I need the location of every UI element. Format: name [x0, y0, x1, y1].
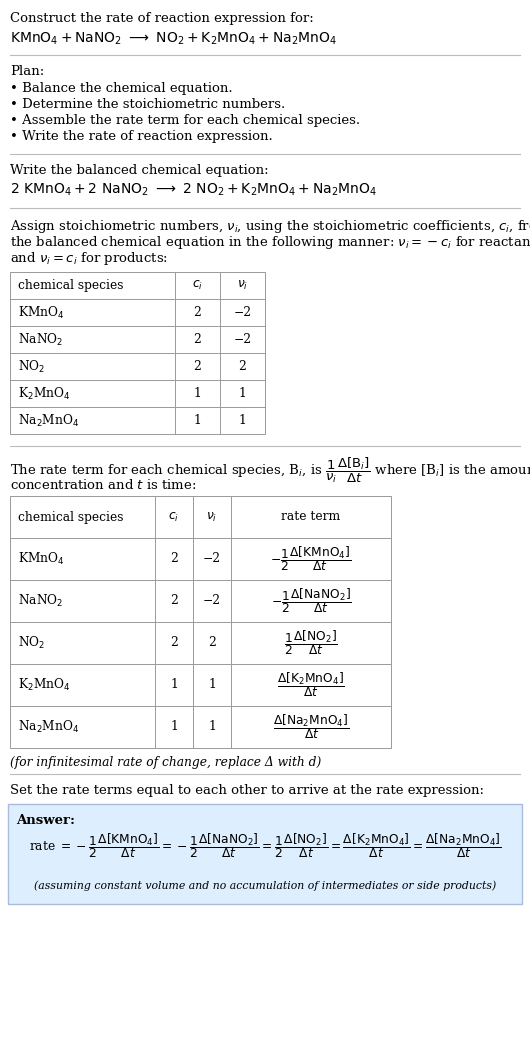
- Text: Plan:: Plan:: [10, 65, 44, 78]
- Text: NaNO$_2$: NaNO$_2$: [18, 332, 64, 347]
- Text: 2: 2: [193, 306, 201, 319]
- Text: 2: 2: [193, 360, 201, 373]
- Text: and $\nu_i = c_i$ for products:: and $\nu_i = c_i$ for products:: [10, 250, 168, 267]
- Text: K$_2$MnO$_4$: K$_2$MnO$_4$: [18, 677, 70, 693]
- Text: NaNO$_2$: NaNO$_2$: [18, 593, 64, 609]
- Text: K$_2$MnO$_4$: K$_2$MnO$_4$: [18, 385, 70, 402]
- Text: Na$_2$MnO$_4$: Na$_2$MnO$_4$: [18, 719, 80, 735]
- Text: (assuming constant volume and no accumulation of intermediates or side products): (assuming constant volume and no accumul…: [34, 881, 496, 891]
- Text: $c_i$: $c_i$: [169, 510, 180, 524]
- Text: chemical species: chemical species: [18, 510, 123, 523]
- Text: 2: 2: [170, 552, 178, 566]
- Text: $-\dfrac{1}{2}\dfrac{\Delta[\mathrm{KMnO_4}]}{\Delta t}$: $-\dfrac{1}{2}\dfrac{\Delta[\mathrm{KMnO…: [270, 545, 352, 573]
- Text: rate term: rate term: [281, 510, 341, 523]
- Text: KMnO$_4$: KMnO$_4$: [18, 551, 65, 567]
- Text: 1: 1: [238, 414, 246, 427]
- Text: 1: 1: [170, 721, 178, 733]
- Text: 2: 2: [170, 594, 178, 608]
- Text: 2: 2: [193, 333, 201, 346]
- Text: −2: −2: [233, 333, 252, 346]
- Text: −2: −2: [233, 306, 252, 319]
- Text: $\dfrac{\Delta[\mathrm{Na_2MnO_4}]}{\Delta t}$: $\dfrac{\Delta[\mathrm{Na_2MnO_4}]}{\Del…: [273, 712, 349, 742]
- Text: −2: −2: [203, 594, 221, 608]
- Text: the balanced chemical equation in the following manner: $\nu_i = -c_i$ for react: the balanced chemical equation in the fo…: [10, 234, 530, 251]
- Text: 1: 1: [208, 679, 216, 691]
- Text: $\dfrac{\Delta[\mathrm{K_2MnO_4}]}{\Delta t}$: $\dfrac{\Delta[\mathrm{K_2MnO_4}]}{\Delt…: [277, 670, 345, 700]
- Text: 2: 2: [238, 360, 246, 373]
- Text: $\mathrm{KMnO_4 + NaNO_2\ \longrightarrow\ NO_2 + K_2MnO_4 + Na_2MnO_4}$: $\mathrm{KMnO_4 + NaNO_2\ \longrightarro…: [10, 31, 337, 47]
- Text: 1: 1: [238, 387, 246, 400]
- Text: • Assemble the rate term for each chemical species.: • Assemble the rate term for each chemic…: [10, 114, 360, 127]
- Text: $-\dfrac{1}{2}\dfrac{\Delta[\mathrm{NaNO_2}]}{\Delta t}$: $-\dfrac{1}{2}\dfrac{\Delta[\mathrm{NaNO…: [270, 587, 351, 615]
- Text: 1: 1: [208, 721, 216, 733]
- Bar: [8, 804, 522, 904]
- Text: concentration and $t$ is time:: concentration and $t$ is time:: [10, 478, 197, 492]
- Text: Na$_2$MnO$_4$: Na$_2$MnO$_4$: [18, 412, 80, 429]
- Text: chemical species: chemical species: [18, 279, 123, 292]
- Text: • Balance the chemical equation.: • Balance the chemical equation.: [10, 82, 233, 95]
- Text: (for infinitesimal rate of change, replace Δ with d): (for infinitesimal rate of change, repla…: [10, 756, 321, 769]
- Text: Assign stoichiometric numbers, $\nu_i$, using the stoichiometric coefficients, $: Assign stoichiometric numbers, $\nu_i$, …: [10, 218, 530, 235]
- Text: 1: 1: [193, 414, 201, 427]
- Text: 1: 1: [193, 387, 201, 400]
- Text: Set the rate terms equal to each other to arrive at the rate expression:: Set the rate terms equal to each other t…: [10, 784, 484, 797]
- Text: Answer:: Answer:: [16, 814, 75, 827]
- Text: KMnO$_4$: KMnO$_4$: [18, 304, 65, 320]
- Text: rate $= -\dfrac{1}{2}\dfrac{\Delta[\mathrm{KMnO_4}]}{\Delta t} = -\dfrac{1}{2}\d: rate $= -\dfrac{1}{2}\dfrac{\Delta[\math…: [29, 832, 501, 861]
- Text: $\nu_i$: $\nu_i$: [206, 510, 218, 524]
- Bar: [10, 496, 391, 748]
- Text: NO$_2$: NO$_2$: [18, 359, 46, 374]
- Text: −2: −2: [203, 552, 221, 566]
- Text: $c_i$: $c_i$: [192, 279, 203, 292]
- Text: The rate term for each chemical species, B$_i$, is $\dfrac{1}{\nu_i}\dfrac{\Delt: The rate term for each chemical species,…: [10, 456, 530, 485]
- Text: $\mathrm{2\ KMnO_4 + 2\ NaNO_2\ \longrightarrow\ 2\ NO_2 + K_2MnO_4 + Na_2MnO_4}: $\mathrm{2\ KMnO_4 + 2\ NaNO_2\ \longrig…: [10, 182, 377, 199]
- Text: 1: 1: [170, 679, 178, 691]
- Text: • Determine the stoichiometric numbers.: • Determine the stoichiometric numbers.: [10, 98, 285, 111]
- Text: $\dfrac{1}{2}\dfrac{\Delta[\mathrm{NO_2}]}{\Delta t}$: $\dfrac{1}{2}\dfrac{\Delta[\mathrm{NO_2}…: [284, 629, 338, 658]
- Text: 2: 2: [208, 637, 216, 650]
- Text: $\nu_i$: $\nu_i$: [237, 279, 248, 292]
- Text: • Write the rate of reaction expression.: • Write the rate of reaction expression.: [10, 130, 273, 143]
- Bar: [10, 272, 265, 434]
- Text: Construct the rate of reaction expression for:: Construct the rate of reaction expressio…: [10, 12, 314, 25]
- Text: Write the balanced chemical equation:: Write the balanced chemical equation:: [10, 164, 269, 177]
- Text: 2: 2: [170, 637, 178, 650]
- Text: NO$_2$: NO$_2$: [18, 635, 46, 651]
